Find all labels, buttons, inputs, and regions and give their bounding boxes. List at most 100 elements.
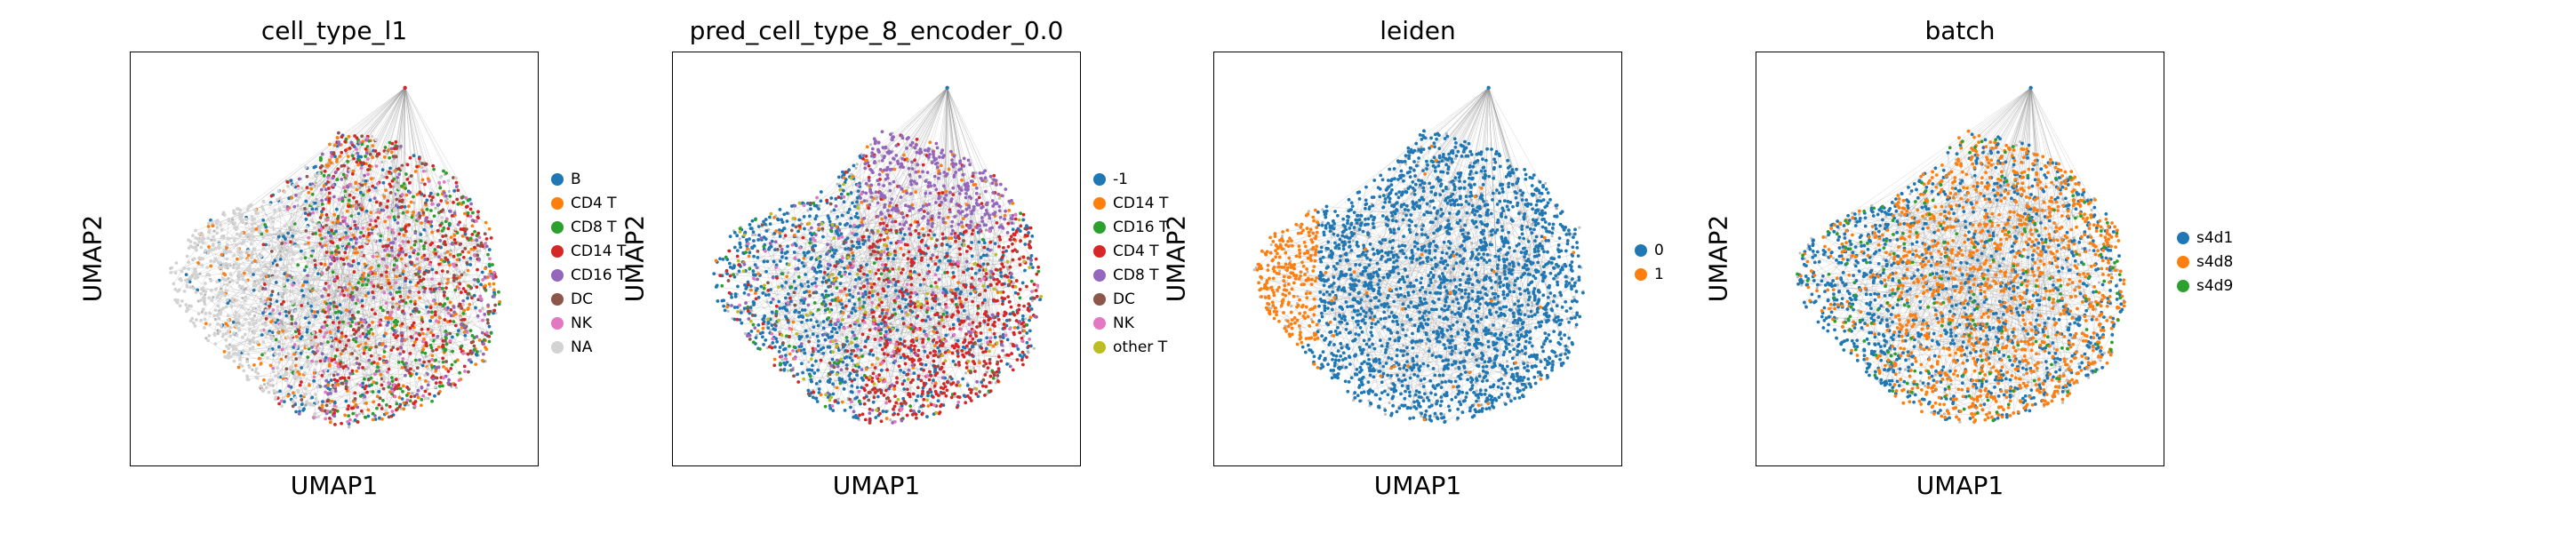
data-point	[257, 305, 261, 309]
data-point	[276, 308, 280, 313]
data-point	[452, 320, 456, 323]
data-point	[313, 172, 317, 177]
data-point	[430, 230, 434, 235]
data-point	[357, 245, 362, 250]
haze-point	[412, 369, 416, 373]
data-point	[334, 337, 338, 341]
data-point	[466, 236, 469, 241]
legend-item: NK	[551, 311, 626, 335]
data-point	[446, 277, 450, 282]
data-point	[352, 195, 356, 200]
data-point	[225, 298, 229, 302]
data-point	[389, 310, 394, 314]
data-point	[332, 304, 336, 308]
data-point	[384, 151, 388, 155]
data-point	[319, 342, 324, 346]
data-point	[323, 359, 327, 363]
haze-point	[369, 390, 372, 394]
data-point	[486, 303, 490, 307]
data-point	[261, 246, 266, 251]
data-point	[346, 293, 350, 298]
data-point	[332, 378, 337, 382]
data-point	[220, 276, 225, 281]
data-point	[293, 309, 298, 313]
haze-point	[220, 287, 223, 290]
data-point	[355, 147, 358, 151]
edge-line	[286, 278, 403, 357]
data-point	[421, 211, 426, 215]
data-point	[173, 287, 178, 291]
data-point	[452, 254, 456, 259]
data-point	[292, 352, 296, 356]
data-point	[440, 228, 444, 233]
legend-marker-icon	[551, 196, 564, 210]
data-point	[353, 397, 357, 401]
edge-line	[349, 147, 393, 329]
data-point	[464, 195, 468, 200]
edge-line	[773, 87, 948, 262]
data-point	[254, 367, 259, 371]
data-point	[380, 285, 384, 290]
data-point	[381, 257, 386, 261]
data-point	[418, 296, 422, 300]
data-point	[420, 339, 425, 344]
data-point	[330, 358, 334, 362]
data-point	[252, 273, 255, 276]
data-point	[329, 262, 332, 266]
haze-point	[415, 213, 419, 218]
data-point	[442, 180, 446, 184]
data-point	[336, 383, 340, 386]
data-point	[350, 154, 355, 158]
data-point	[388, 292, 393, 296]
scatter-svg	[712, 85, 1044, 425]
scatter-svg	[169, 85, 502, 429]
haze-point	[204, 293, 207, 297]
data-point	[461, 352, 465, 355]
data-point	[476, 231, 481, 235]
data-point	[429, 290, 434, 294]
haze-point	[985, 228, 988, 232]
data-point	[347, 262, 350, 266]
data-point	[365, 157, 370, 161]
data-point	[442, 191, 446, 195]
data-point	[248, 346, 252, 351]
data-point	[334, 170, 338, 174]
data-point	[444, 374, 448, 378]
edge-line	[859, 241, 1008, 340]
data-point	[391, 193, 396, 196]
data-point	[199, 318, 204, 322]
data-point	[478, 244, 483, 248]
data-point	[358, 190, 363, 195]
data-point	[231, 320, 236, 324]
data-point	[381, 398, 385, 402]
data-point	[346, 185, 350, 189]
edge-line	[893, 158, 1015, 346]
data-point	[351, 233, 356, 237]
data-point	[358, 334, 363, 338]
haze-point	[430, 285, 434, 289]
data-point	[339, 221, 342, 226]
data-point	[182, 266, 187, 270]
data-point	[428, 262, 432, 266]
haze-point	[349, 307, 353, 312]
data-point	[330, 345, 334, 348]
haze-point	[726, 309, 730, 313]
data-point	[298, 410, 301, 413]
data-point	[426, 330, 430, 335]
data-point	[417, 269, 421, 274]
data-point	[366, 172, 371, 177]
data-point	[448, 331, 452, 336]
data-point	[230, 279, 235, 282]
data-point	[484, 220, 488, 225]
data-point	[324, 197, 328, 202]
data-point	[322, 335, 326, 338]
data-point	[313, 393, 317, 397]
data-point	[343, 139, 348, 144]
edge-line	[868, 87, 948, 163]
data-point	[382, 155, 387, 159]
haze-point	[868, 313, 871, 316]
data-point	[367, 335, 372, 338]
umap-panel-2: pred_cell_type_8_encoder_0.0 UMAP1 UMAP2 -1…	[620, 0, 1223, 533]
data-point	[371, 331, 375, 336]
data-point	[405, 177, 410, 181]
